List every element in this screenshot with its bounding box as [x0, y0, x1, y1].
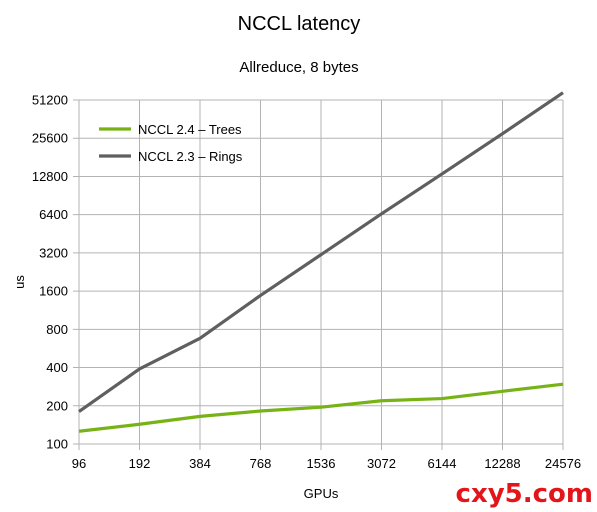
- x-axis-label: GPUs: [304, 486, 339, 501]
- y-tick-label: 800: [46, 322, 68, 337]
- y-tick-label: 400: [46, 360, 68, 375]
- x-tick-label: 12288: [484, 456, 520, 471]
- series: [78, 91, 564, 433]
- x-tick-label: 192: [129, 456, 151, 471]
- legend-label: NCCL 2.3 – Rings: [138, 149, 243, 164]
- y-tick-label: 200: [46, 398, 68, 413]
- series-line-0: [78, 382, 564, 433]
- x-axis-ticks: 96 192 384 768 1536 3072 6144 12288 24576: [72, 456, 581, 471]
- y-tick-label: 100: [46, 437, 68, 452]
- x-tick-label: 384: [189, 456, 211, 471]
- y-tick-label: 6400: [39, 207, 68, 222]
- y-axis-label: us: [12, 275, 27, 289]
- y-tick-label: 3200: [39, 245, 68, 260]
- chart-title: NCCL latency: [238, 13, 361, 35]
- x-tick-label: 96: [72, 456, 86, 471]
- x-tick-label: 1536: [307, 456, 336, 471]
- series-line-1: [78, 91, 564, 413]
- x-tick-label: 6144: [428, 456, 457, 471]
- chart-subtitle: Allreduce, 8 bytes: [239, 59, 358, 76]
- y-axis-ticks: 100 200 400 800 1600 3200 6400 12800 25600 51200: [32, 93, 68, 452]
- legend: NCCL 2.4 – Trees NCCL 2.3 – Rings: [99, 122, 243, 164]
- gridlines: [73, 99, 564, 450]
- y-tick-label: 12800: [32, 169, 68, 184]
- x-tick-label: 768: [250, 456, 272, 471]
- x-tick-label: 3072: [367, 456, 396, 471]
- x-tick-label: 24576: [545, 456, 581, 471]
- y-tick-label: 1600: [39, 284, 68, 299]
- watermark-text: cxy5.com: [456, 479, 593, 509]
- y-tick-label: 51200: [32, 93, 68, 108]
- y-tick-label: 25600: [32, 131, 68, 146]
- legend-label: NCCL 2.4 – Trees: [138, 122, 242, 137]
